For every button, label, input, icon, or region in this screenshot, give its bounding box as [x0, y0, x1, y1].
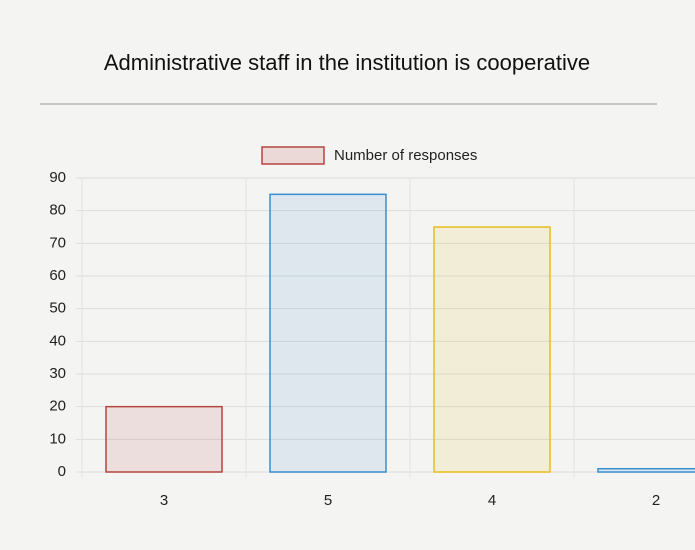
y-tick-label: 90: [49, 169, 66, 186]
x-tick-label: 5: [324, 492, 332, 509]
bar: [433, 226, 551, 473]
x-tick-label: 4: [488, 492, 496, 509]
y-tick-label: 0: [58, 463, 66, 480]
x-tick-label: 2: [652, 492, 660, 509]
legend-swatch: [261, 146, 325, 165]
x-tick-label: 3: [160, 492, 168, 509]
y-tick-label: 30: [49, 365, 66, 382]
y-tick-label: 60: [49, 267, 66, 284]
y-tick-label: 80: [49, 202, 66, 219]
y-tick-label: 70: [49, 234, 66, 251]
bar: [269, 193, 387, 473]
legend-label: Number of responses: [334, 147, 477, 164]
y-tick-label: 10: [49, 430, 66, 447]
y-tick-label: 50: [49, 300, 66, 317]
bar: [105, 405, 223, 473]
bar: [597, 467, 695, 473]
y-tick-label: 40: [49, 332, 66, 349]
y-tick-label: 20: [49, 398, 66, 415]
chart-title: Administrative staff in the institution …: [104, 50, 590, 75]
